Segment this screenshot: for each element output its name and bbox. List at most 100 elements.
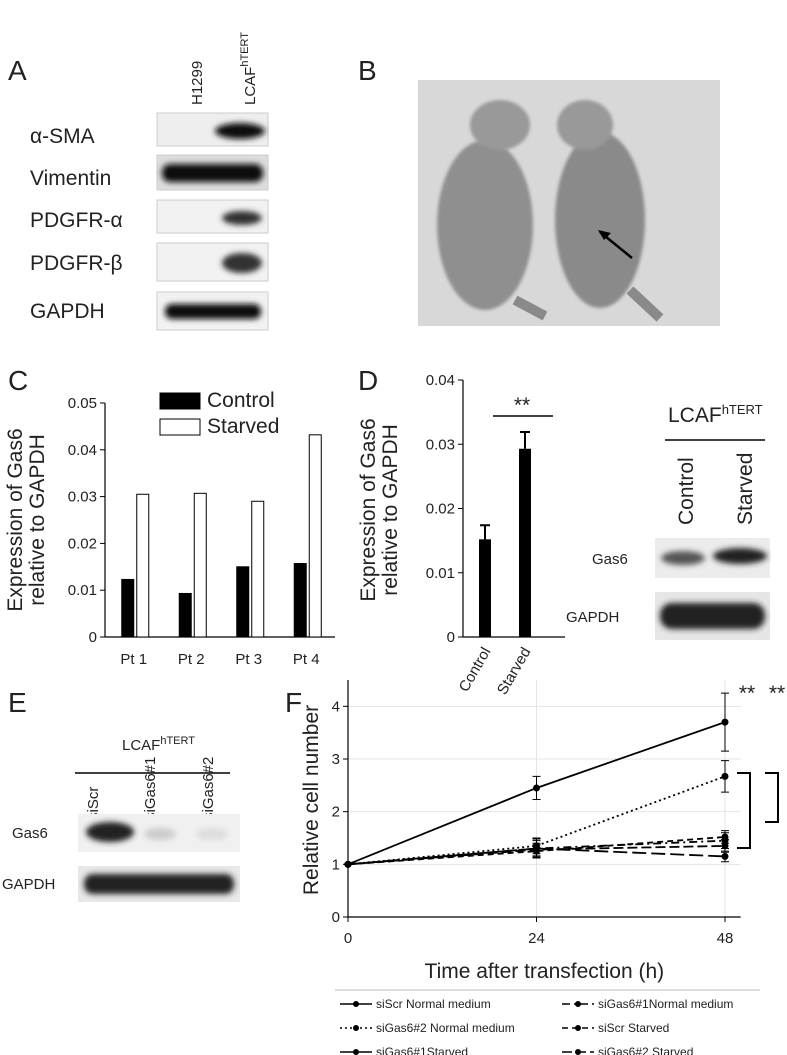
y-tick-label: 0.02 <box>68 535 97 552</box>
legend-label: siScr Starved <box>598 1021 669 1035</box>
x-tick-label: 24 <box>528 930 545 947</box>
x-tick-label: 48 <box>717 930 734 947</box>
x-axis-label: Time after transfection (h) <box>425 960 665 983</box>
y-tick-label: 0 <box>447 629 455 646</box>
bar <box>479 539 491 637</box>
legend-marker <box>353 1001 359 1007</box>
blot-title: LCAFhTERT <box>668 402 763 427</box>
bar <box>193 492 207 638</box>
y-tick-label: 0.04 <box>426 372 455 389</box>
row-label: PDGFR-α <box>30 209 123 232</box>
lane-label: Starved <box>734 453 757 525</box>
legend-marker <box>353 1025 359 1031</box>
x-tick-label: Pt 3 <box>235 651 262 668</box>
row-label: GAPDH <box>30 300 105 323</box>
y-tick-label: 0.02 <box>426 501 455 518</box>
x-tick-label: 0 <box>344 930 352 947</box>
point <box>721 833 729 841</box>
y-tick-label: 1 <box>332 856 340 873</box>
bar <box>519 448 531 637</box>
legend-label: siGas6#1Normal medium <box>598 997 733 1011</box>
lane-label: LCAFhTERT <box>239 32 259 105</box>
legend-marker <box>575 1025 581 1031</box>
y-tick-label: 0.05 <box>68 395 97 412</box>
x-tick-label: Pt 2 <box>178 651 205 668</box>
row-label: PDGFR-β <box>30 252 123 275</box>
row-label: Gas6 <box>592 551 628 568</box>
legend-label: Starved <box>207 415 279 438</box>
point <box>721 852 729 860</box>
legend-label: siGas6#2 Normal medium <box>376 1021 515 1035</box>
y-tick-label: 3 <box>332 751 340 768</box>
y-axis-label: relative to GAPDH <box>379 424 402 596</box>
panel-label: E <box>8 687 27 718</box>
lane-label: siGas6#1 <box>142 757 159 820</box>
bar <box>293 563 307 638</box>
legend-label: siScr Normal medium <box>376 997 491 1011</box>
row-label: α-SMA <box>30 125 95 148</box>
x-tick-label: Pt 4 <box>293 651 320 668</box>
y-tick-label: 0.01 <box>426 565 455 582</box>
legend-swatch <box>159 418 201 436</box>
row-label: Vimentin <box>30 167 111 190</box>
y-tick-label: 0.04 <box>68 442 97 459</box>
y-axis-label: Expression of Gas6 <box>357 418 380 601</box>
error-bar <box>520 431 530 449</box>
y-tick-label: 0.01 <box>68 582 97 599</box>
panel-label: C <box>8 365 28 396</box>
bar <box>136 493 150 638</box>
blot-a: H1299 LCAFhTERT α-SMA Vimentin PDGFR-α P… <box>30 32 269 331</box>
title-sup: hTERT <box>722 402 763 417</box>
point <box>721 842 729 850</box>
lane-text: LCAF <box>242 67 259 105</box>
annotation: ** <box>514 394 530 417</box>
row-label: GAPDH <box>2 876 55 893</box>
legend-marker <box>575 1001 581 1007</box>
legend-marker <box>353 1049 359 1055</box>
y-axis-label: Expression of Gas6 <box>4 428 27 611</box>
lane-label: siGas6#2 <box>200 757 217 820</box>
lane-text: H1299 <box>189 61 206 105</box>
lane-label: H1299 <box>189 61 206 105</box>
panel-label: B <box>358 55 377 86</box>
row-label: GAPDH <box>566 609 619 626</box>
y-axis-label: relative to GAPDH <box>26 434 49 606</box>
x-tick-label: Pt 1 <box>120 651 147 668</box>
lane-label: Control <box>675 457 698 525</box>
point <box>344 860 352 868</box>
y-tick-label: 0.03 <box>68 489 97 506</box>
blot-e: LCAFhTERT siScr siGas6#1 siGas6#2 Gas6 G… <box>2 735 240 902</box>
title-text: LCAF <box>668 404 722 427</box>
blot-d: LCAFhTERT Control Starved Gas6 GAPDH <box>566 402 770 640</box>
bar <box>178 592 192 638</box>
legend-marker <box>575 1049 581 1055</box>
y-axis-label: Relative cell number <box>300 705 323 895</box>
y-tick-label: 4 <box>332 698 340 715</box>
error-bar <box>480 524 490 540</box>
y-tick-label: 2 <box>332 804 340 821</box>
row-label: Gas6 <box>12 825 48 842</box>
y-tick-label: 0.03 <box>426 436 455 453</box>
legend-swatch <box>159 392 201 410</box>
annotation: ** <box>769 682 785 705</box>
title-sup: hTERT <box>160 735 195 747</box>
bar <box>236 566 250 638</box>
legend-label: siGas6#2 Starved <box>598 1045 693 1055</box>
panel-label: D <box>358 365 378 396</box>
point <box>721 718 729 726</box>
panel-label: A <box>8 55 27 86</box>
title-text: LCAF <box>122 737 160 754</box>
point <box>532 784 540 792</box>
lane-label: siScr <box>85 787 102 820</box>
point <box>532 846 540 854</box>
point <box>721 772 729 780</box>
bar <box>251 500 265 638</box>
blot-title: LCAFhTERT <box>122 735 195 754</box>
bar <box>308 434 322 638</box>
lane-sup: hTERT <box>239 32 251 67</box>
annotation: ** <box>739 682 755 705</box>
legend-label: siGas6#1Starved <box>376 1045 468 1055</box>
bar <box>121 578 135 638</box>
y-tick-label: 0 <box>89 629 97 646</box>
